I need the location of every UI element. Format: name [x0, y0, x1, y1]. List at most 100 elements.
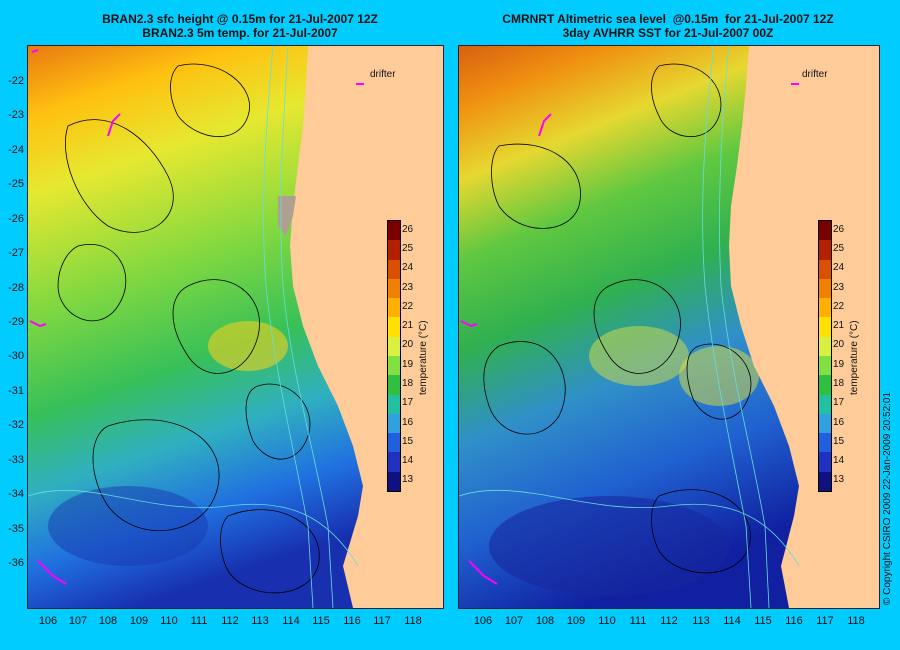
lat-label: -24 — [2, 144, 24, 156]
lon-label: 111 — [184, 615, 214, 627]
lat-label: -35 — [2, 523, 24, 535]
colorbar-tick-label: 23 — [402, 282, 413, 293]
right-panel-title: CMRNRT Altimetric sea level @0.15m for 2… — [458, 12, 878, 40]
colorbar-swatch — [388, 279, 400, 298]
colorbar-swatch — [819, 472, 831, 491]
colorbar-right — [818, 220, 832, 492]
colorbar-tick-label: 20 — [833, 339, 844, 350]
colorbar-tick-label: 17 — [402, 397, 413, 408]
colorbar-swatch — [819, 260, 831, 279]
colorbar-swatch — [819, 279, 831, 298]
lon-label: 109 — [561, 615, 591, 627]
lat-label: -32 — [2, 419, 24, 431]
lon-label: 118 — [398, 615, 428, 627]
colorbar-tick-label: 14 — [833, 455, 844, 466]
colorbar-tick-label: 19 — [833, 359, 844, 370]
colorbar-tick-label: 19 — [402, 359, 413, 370]
colorbar-tick-label: 21 — [402, 320, 413, 331]
left-map-svg — [28, 46, 443, 608]
colorbar-tick-label: 20 — [402, 339, 413, 350]
colorbar-left — [387, 220, 401, 492]
cold-region — [489, 496, 729, 596]
lon-label: 115 — [748, 615, 778, 627]
colorbar-tick-label: 26 — [833, 224, 844, 235]
lon-label: 107 — [63, 615, 93, 627]
lon-label: 116 — [779, 615, 809, 627]
colorbar-tick-label: 16 — [833, 417, 844, 428]
colorbar-tick-label: 16 — [402, 417, 413, 428]
colorbar-swatch — [388, 317, 400, 336]
lon-label: 118 — [841, 615, 871, 627]
copyright-text: © Copyright CSIRO 2009 22-Jan-2009 20:52… — [882, 392, 893, 605]
colorbar-tick-label: 26 — [402, 224, 413, 235]
lon-label: 111 — [623, 615, 653, 627]
colorbar-swatch — [819, 433, 831, 452]
lat-label: -36 — [2, 557, 24, 569]
colorbar-title-right: temperature (°C) — [849, 320, 860, 395]
lat-label: -31 — [2, 385, 24, 397]
colorbar-tick-label: 24 — [402, 262, 413, 273]
lat-label: -34 — [2, 488, 24, 500]
lon-label: 108 — [530, 615, 560, 627]
right-map-svg — [459, 46, 879, 608]
colorbar-swatch — [819, 395, 831, 414]
colorbar-title-left: temperature (°C) — [418, 320, 429, 395]
colorbar-tick-label: 22 — [402, 301, 413, 312]
colorbar-tick-label: 18 — [833, 378, 844, 389]
lat-label: -25 — [2, 178, 24, 190]
lat-label: -29 — [2, 316, 24, 328]
drifter-label-right: drifter — [802, 69, 828, 80]
lon-label: 113 — [686, 615, 716, 627]
colorbar-tick-label: 14 — [402, 455, 413, 466]
lon-label: 107 — [499, 615, 529, 627]
lat-label: -28 — [2, 282, 24, 294]
colorbar-tick-label: 13 — [402, 474, 413, 485]
right-title-line2: 3day AVHRR SST for 21-Jul-2007 00Z — [458, 26, 878, 40]
colorbar-swatch — [819, 221, 831, 240]
lat-label: -27 — [2, 247, 24, 259]
colorbar-swatch — [388, 221, 400, 240]
colorbar-swatch — [819, 317, 831, 336]
lon-label: 110 — [592, 615, 622, 627]
lon-label: 116 — [337, 615, 367, 627]
right-title-line1: CMRNRT Altimetric sea level @0.15m for 2… — [458, 12, 878, 26]
colorbar-swatch — [388, 452, 400, 471]
colorbar-tick-label: 21 — [833, 320, 844, 331]
left-panel-title: BRAN2.3 sfc height @ 0.15m for 21-Jul-20… — [40, 12, 440, 40]
warm-eddy — [208, 321, 288, 371]
warm-eddy — [589, 326, 689, 386]
colorbar-tick-label: 18 — [402, 378, 413, 389]
colorbar-swatch — [388, 472, 400, 491]
lon-label: 113 — [245, 615, 275, 627]
colorbar-swatch — [819, 298, 831, 317]
colorbar-swatch — [819, 356, 831, 375]
colorbar-tick-label: 25 — [833, 243, 844, 254]
colorbar-tick-label: 25 — [402, 243, 413, 254]
lat-label: -30 — [2, 350, 24, 362]
lon-label: 115 — [306, 615, 336, 627]
lon-label: 112 — [654, 615, 684, 627]
lon-label: 114 — [276, 615, 306, 627]
colorbar-tick-label: 23 — [833, 282, 844, 293]
lon-label: 114 — [717, 615, 747, 627]
right-map-panel — [458, 45, 880, 609]
colorbar-swatch — [388, 414, 400, 433]
colorbar-tick-label: 15 — [833, 436, 844, 447]
colorbar-swatch — [819, 240, 831, 259]
lon-label: 112 — [215, 615, 245, 627]
lon-label: 110 — [154, 615, 184, 627]
colorbar-swatch — [388, 395, 400, 414]
left-title-line1: BRAN2.3 sfc height @ 0.15m for 21-Jul-20… — [40, 12, 440, 26]
lon-label: 109 — [124, 615, 154, 627]
lat-label: -33 — [2, 454, 24, 466]
lat-label: -22 — [2, 75, 24, 87]
colorbar-swatch — [819, 414, 831, 433]
colorbar-swatch — [388, 240, 400, 259]
colorbar-tick-label: 24 — [833, 262, 844, 273]
colorbar-swatch — [388, 356, 400, 375]
colorbar-tick-label: 22 — [833, 301, 844, 312]
colorbar-swatch — [388, 298, 400, 317]
lon-label: 108 — [93, 615, 123, 627]
colorbar-tick-label: 17 — [833, 397, 844, 408]
colorbar-swatch — [388, 375, 400, 394]
